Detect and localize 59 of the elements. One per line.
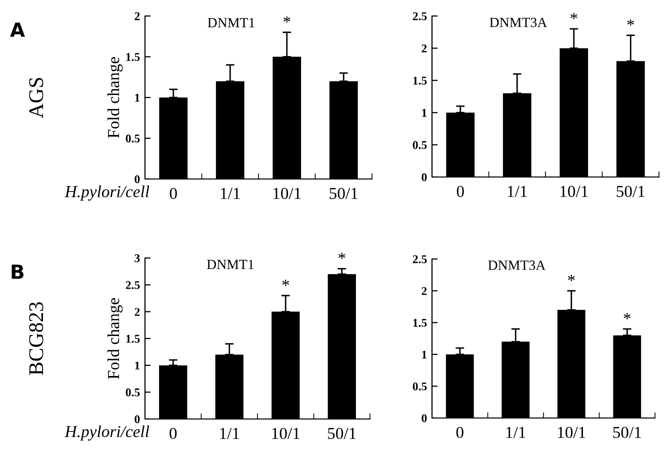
x-tick-label: 50/1 [616, 186, 644, 198]
x-axis-title: H.pylori/cell [64, 425, 150, 441]
x-tick-label: 10/1 [272, 428, 300, 440]
y-tick-label: 0.5 [412, 382, 427, 390]
y-tick-label: 1.5 [126, 334, 140, 343]
y-tick-label: 3 [134, 254, 140, 262]
x-tick-label: 0 [456, 426, 464, 438]
chart-title: DNMT1 [208, 18, 254, 28]
annotation: * [282, 280, 289, 286]
annotation: * [568, 274, 575, 282]
y-tick-label: 1.5 [413, 76, 427, 85]
y-tick-label: 0 [422, 173, 427, 182]
x-tick-label: 10/1 [558, 426, 586, 438]
y-tick-label: 0 [134, 175, 140, 184]
y-tick-label: 0.5 [412, 141, 427, 150]
x-tick-label: 10/1 [274, 188, 301, 200]
y-axis-title: Fold change [107, 298, 123, 379]
annotation: * [284, 16, 290, 23]
y-tick-label: 2.5 [126, 281, 140, 290]
y-tick-label: 0.5 [126, 134, 140, 143]
text: B [12, 264, 24, 279]
x-tick-label: 1/1 [508, 186, 527, 198]
x-tick-label: 0 [170, 188, 177, 200]
y-tick-label: 0 [134, 415, 140, 424]
chart-title: DNMT3A [490, 18, 548, 28]
x-tick-label: 1/1 [220, 188, 240, 200]
x-tick-label: 1/1 [220, 428, 240, 440]
y-tick-label: 0 [422, 414, 427, 422]
y-tick-label: 2.5 [412, 255, 427, 264]
text: A [10, 22, 25, 37]
x-tick-label: 0 [456, 186, 464, 198]
y-tick-label: 2 [134, 308, 140, 316]
y-tick-label: 2 [134, 12, 140, 20]
y-tick-label: 1 [135, 94, 140, 102]
x-tick-label: 50/1 [328, 428, 356, 440]
y-tick-label: 1.5 [413, 318, 427, 327]
x-tick-label: 1/1 [506, 426, 526, 438]
text: BCG823 [29, 302, 44, 375]
y-tick-label: 2 [422, 287, 427, 295]
x-tick-label: 0 [170, 428, 177, 440]
y-axis-title: Fold change [107, 57, 123, 138]
x-tick-label: 50/1 [613, 426, 641, 438]
y-tick-label: 1 [135, 362, 140, 370]
y-tick-label: 2.5 [412, 12, 427, 20]
chart-title: DNMT3A [488, 260, 546, 270]
annotation: * [624, 313, 630, 320]
y-tick-label: 1 [422, 350, 427, 358]
chart-title: DNMT1 [206, 260, 254, 270]
x-tick-label: 50/1 [330, 188, 358, 200]
y-tick-label: 0.5 [126, 388, 140, 396]
x-axis-title: H.pylori/cell [64, 186, 150, 201]
text: AGS [29, 78, 44, 118]
annotation: * [627, 19, 634, 26]
y-tick-label: 1 [422, 108, 427, 117]
x-tick-label: 10/1 [560, 186, 588, 198]
y-tick-label: 2 [422, 44, 427, 52]
y-tick-label: 1.5 [126, 53, 140, 62]
annotation: * [338, 252, 346, 259]
annotation: * [570, 13, 578, 20]
